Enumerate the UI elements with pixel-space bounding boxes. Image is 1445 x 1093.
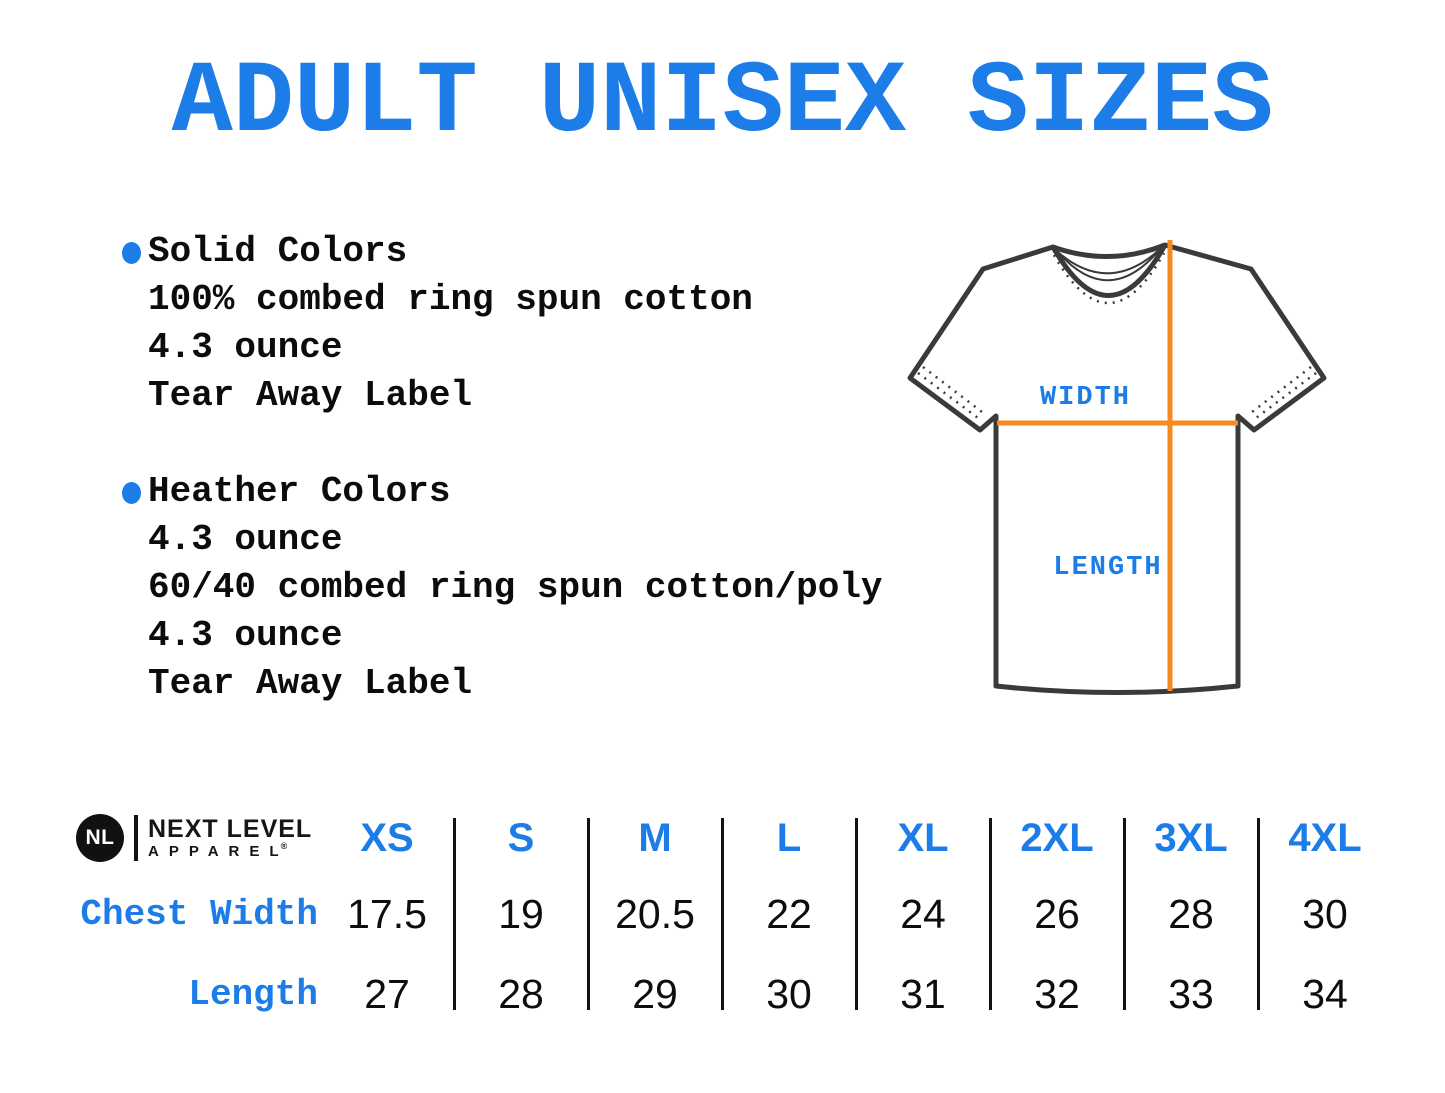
chest-width-value: 19	[498, 890, 544, 937]
product-details-list: Solid Colors 100% combed ring spun cotto…	[122, 228, 883, 756]
right-sleeve-stitch-dots	[1251, 372, 1317, 422]
table-divider	[1123, 818, 1126, 1010]
table-divider	[1257, 818, 1260, 1010]
logo-name-line2: APPAREL®	[148, 840, 312, 861]
collar-inner-line-1	[1058, 249, 1160, 275]
tshirt-illustration	[907, 240, 1327, 695]
collar-outer	[1050, 243, 1168, 298]
bullet-dot-icon	[122, 482, 141, 504]
table-divider	[989, 818, 992, 1010]
nl-monogram: NL	[85, 826, 115, 849]
length-value: 32	[1034, 970, 1080, 1017]
size-column-header: S	[507, 815, 535, 860]
bullet-line: Tear Away Label	[148, 375, 473, 416]
size-column-header: 2XL	[1020, 815, 1094, 860]
bullet-line: 60/40 combed ring spun cotton/poly	[148, 567, 883, 608]
page-title: ADULT UNISEX SIZES	[171, 45, 1274, 161]
length-value: 27	[364, 970, 410, 1017]
logo-wordmark: NEXT LEVEL APPAREL®	[148, 814, 313, 861]
width-label: WIDTH	[1039, 383, 1131, 413]
chest-width-value: 17.5	[347, 890, 427, 937]
size-table: NL NEXT LEVEL APPAREL® XS S M L XL 2XL 3…	[60, 802, 1392, 1034]
chest-width-value: 28	[1168, 890, 1214, 937]
size-column-header: L	[776, 815, 802, 860]
length-value: 31	[900, 970, 946, 1017]
bullet-heading: Heather Colors	[148, 471, 451, 512]
list-item-solid-colors: Solid Colors 100% combed ring spun cotto…	[122, 228, 883, 420]
logo-name-line1: NEXT LEVEL	[148, 814, 313, 843]
length-value: 30	[766, 970, 812, 1017]
length-value: 28	[498, 970, 544, 1017]
length-value: 29	[632, 970, 678, 1017]
bullet-dot-icon	[122, 242, 141, 264]
bullet-line: 4.3 ounce	[148, 519, 343, 560]
logo-apparel-text: APPAREL	[148, 842, 289, 860]
row-label-chest-width: Chest Width	[80, 893, 318, 935]
size-column-header: XS	[360, 815, 414, 860]
length-label: LENGTH	[1053, 553, 1163, 583]
table-divider	[587, 818, 590, 1010]
size-column-header: M	[638, 815, 672, 860]
list-item-heather-colors: Heather Colors 4.3 ounce 60/40 combed ri…	[122, 468, 883, 708]
table-divider	[855, 818, 858, 1010]
logo-divider-bar	[134, 815, 138, 861]
length-value: 33	[1168, 970, 1214, 1017]
size-column-header: XL	[897, 815, 949, 860]
registered-trademark-icon: ®	[280, 840, 288, 851]
chest-width-value: 24	[900, 890, 946, 937]
bullet-heading: Solid Colors	[148, 231, 408, 272]
nl-monogram-badge: NL	[76, 814, 124, 862]
collar-stitch-dots	[1052, 252, 1166, 305]
length-value: 34	[1302, 970, 1348, 1017]
table-divider	[453, 818, 456, 1010]
chest-width-value: 30	[1302, 890, 1348, 937]
tshirt-diagram: WIDTH LENGTH	[893, 233, 1353, 713]
row-label-length: Length	[188, 973, 318, 1015]
table-divider	[721, 818, 724, 1010]
size-column-header: 3XL	[1154, 815, 1228, 860]
bullet-line: 4.3 ounce	[148, 327, 343, 368]
size-column-header: 4XL	[1288, 815, 1362, 860]
chest-width-value: 20.5	[615, 890, 695, 937]
left-sleeve-stitch-dots	[917, 372, 983, 422]
tshirt-outline	[907, 242, 1327, 695]
chest-width-value: 22	[766, 890, 812, 937]
bullet-line: 4.3 ounce	[148, 615, 343, 656]
next-level-apparel-logo: NL NEXT LEVEL APPAREL®	[60, 802, 320, 874]
bullet-line: Tear Away Label	[148, 663, 473, 704]
chest-width-value: 26	[1034, 890, 1080, 937]
collar-inner-line-2	[1056, 247, 1162, 282]
bullet-line: 100% combed ring spun cotton	[148, 279, 753, 320]
